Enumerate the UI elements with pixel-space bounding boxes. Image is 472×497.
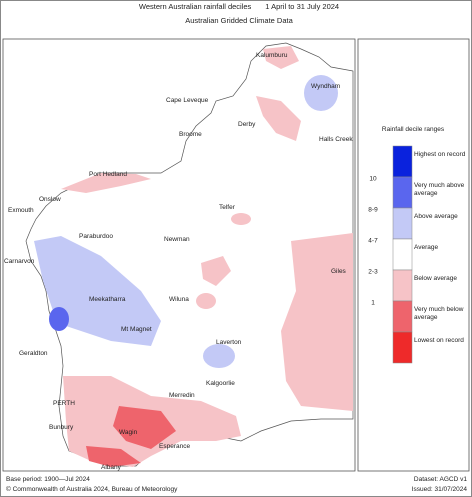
legend-label: Highest on record <box>414 151 466 158</box>
place-name: Cape Leveque <box>166 97 209 104</box>
legend-range: 2-3 <box>368 269 378 276</box>
place-name: Geraldton <box>19 350 48 357</box>
legend-frame <box>357 38 470 472</box>
place-name: Albany <box>101 464 122 471</box>
place-name: Wyndham <box>311 83 340 90</box>
legend-label: Below average <box>414 275 457 282</box>
dataset: Dataset: AGCD v1 <box>414 476 467 483</box>
legend-swatch <box>392 269 413 302</box>
place-name: Wagin <box>119 429 138 436</box>
place-name: Giles <box>331 268 347 275</box>
place-name: Paraburdoo <box>79 233 113 240</box>
legend-label: Very much below average <box>414 306 464 321</box>
legend-range: 4-7 <box>368 238 378 245</box>
base-period: Base period: 1900—Jul 2024 <box>6 476 90 483</box>
legend-title: Rainfall decile ranges <box>382 126 445 133</box>
place-name: Newman <box>164 236 190 243</box>
issued: Issued: 31/07/2024 <box>412 486 468 493</box>
legend-range: 1 <box>371 300 375 307</box>
place-name: Meekatharra <box>89 296 126 303</box>
legend-swatch <box>392 176 413 209</box>
decile-regions <box>34 46 353 467</box>
place-name: Kalumburu <box>256 52 288 59</box>
legend-swatch <box>392 207 413 240</box>
legend-swatch <box>392 238 413 271</box>
legend-range: 10 <box>369 176 377 183</box>
legend-swatch <box>392 145 413 178</box>
place-name: Merredin <box>169 392 195 399</box>
place-name: Derby <box>238 121 256 128</box>
legend-label: Average <box>414 244 439 251</box>
place-name: Exmouth <box>8 207 34 214</box>
legend-swatch <box>392 331 413 364</box>
place-name: Laverton <box>216 339 242 346</box>
place-name: Telfer <box>219 204 236 211</box>
place-name: Port Hedland <box>89 171 127 178</box>
legend-swatch <box>392 300 413 333</box>
place-name: Kalgoorlie <box>206 380 235 387</box>
subtitle: Australian Gridded Climate Data <box>185 16 293 25</box>
legend-range: 8-9 <box>368 207 378 214</box>
legend-label: Lowest on record <box>414 337 464 344</box>
place-name: Wiluna <box>169 296 189 303</box>
place-name: Halls Creek <box>319 136 353 143</box>
place-name: Broome <box>179 131 202 138</box>
place-name: Onslow <box>39 196 61 203</box>
legend-label: Above average <box>414 213 458 220</box>
copyright: © Commonwealth of Australia 2024, Bureau… <box>6 485 178 493</box>
place-name: Carnarvon <box>4 258 35 265</box>
title: Western Australian rainfall deciles 1 Apr… <box>139 2 339 11</box>
place-name: PERTH <box>53 400 75 407</box>
place-name: Esperance <box>159 443 190 450</box>
place-name: Mt Magnet <box>121 326 152 333</box>
place-name: Bunbury <box>49 424 74 431</box>
legend-label: Very much above average <box>414 182 465 197</box>
